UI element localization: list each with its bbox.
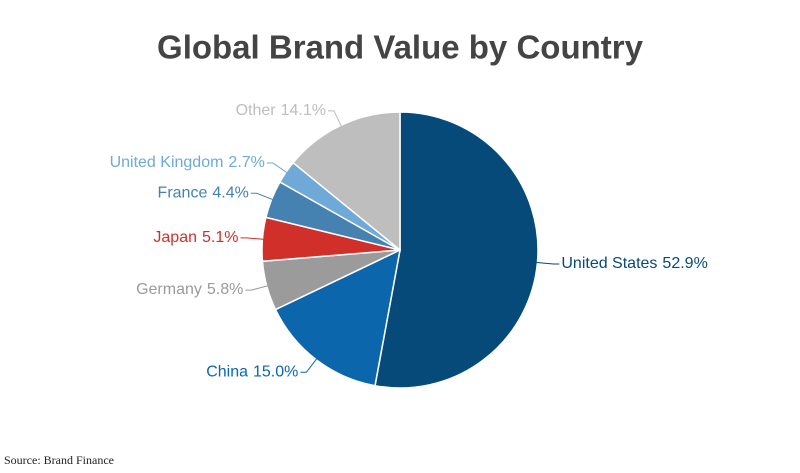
slice-value: 2.7%	[228, 154, 264, 171]
slice-label: China 15.0%	[206, 363, 298, 380]
slice-label: Japan 5.1%	[153, 229, 238, 246]
slice-value: 15.0%	[253, 363, 298, 380]
slice-value: 5.8%	[207, 281, 243, 298]
leader-line	[535, 261, 560, 265]
leader-line	[250, 192, 274, 201]
slice-value: 52.9%	[662, 255, 707, 272]
leader-line	[245, 284, 269, 291]
slice-category: Germany	[136, 281, 202, 298]
slice-value: 14.1%	[281, 102, 326, 119]
slice-label: France 4.4%	[158, 185, 249, 202]
leader-line	[300, 357, 318, 373]
chart-title: Global Brand Value by Country	[157, 29, 644, 66]
slice-label: United Kingdom 2.7%	[110, 154, 265, 171]
leader-line	[327, 110, 343, 128]
slice-category: Other	[236, 102, 277, 119]
slice-value: 5.1%	[202, 229, 238, 246]
leader-line	[266, 162, 289, 174]
slice-category: China	[206, 363, 248, 380]
slice-category: Japan	[153, 229, 197, 246]
slice-category: United States	[561, 255, 657, 272]
slice-label: Germany 5.8%	[136, 281, 243, 298]
slice-value: 4.4%	[212, 185, 248, 202]
slice-label: Other 14.1%	[236, 102, 326, 119]
source-note: Source: Brand Finance	[4, 453, 114, 467]
leader-line	[240, 237, 265, 240]
slice-label: United States 52.9%	[561, 255, 707, 272]
slice-category: United Kingdom	[110, 154, 224, 171]
slice-category: France	[158, 185, 208, 202]
